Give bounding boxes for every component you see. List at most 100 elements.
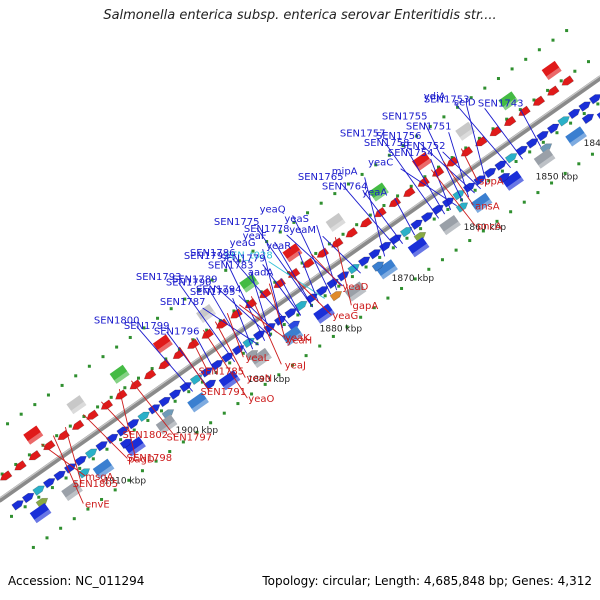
forward-gene-arrow[interactable] (378, 239, 393, 253)
forward-gene-arrow[interactable] (84, 446, 99, 459)
gene-block[interactable] (23, 425, 44, 445)
forward-gene-arrow[interactable] (497, 171, 512, 184)
forward-gene-arrow[interactable] (284, 306, 299, 319)
forward-gene-arrow[interactable] (588, 92, 600, 105)
reverse-gene-arrow[interactable] (546, 85, 560, 98)
gene-block[interactable] (155, 414, 178, 435)
gene-block[interactable] (66, 395, 87, 415)
reverse-gene-label[interactable]: SEN1785 (199, 367, 245, 378)
forward-gene-arrow[interactable] (32, 483, 47, 496)
reverse-gene-label[interactable]: yeaK (285, 333, 310, 344)
forward-gene-label[interactable]: mipA (332, 166, 358, 177)
forward-gene-arrow[interactable] (53, 468, 68, 482)
forward-gene-label[interactable]: yeaC (368, 158, 393, 169)
reverse-gene-arrow[interactable] (387, 196, 402, 209)
reverse-gene-label[interactable]: yeaN (246, 374, 272, 385)
gene-block[interactable] (92, 458, 115, 479)
reverse-gene-label[interactable]: msgA (85, 472, 113, 483)
forward-gene-arrow[interactable] (410, 217, 425, 231)
forward-gene-arrow[interactable] (368, 247, 383, 260)
forward-gene-label[interactable]: SEN1751 (406, 121, 452, 132)
reverse-gene-label[interactable]: pncA (477, 222, 502, 233)
forward-gene-label[interactable]: yeaG (230, 238, 256, 249)
forward-gene-arrow[interactable] (578, 99, 593, 112)
reverse-gene-label[interactable]: yeaH (286, 336, 312, 347)
reverse-gene-arrow[interactable] (128, 379, 143, 391)
reverse-gene-arrow[interactable] (272, 277, 287, 290)
reverse-gene-arrow[interactable] (171, 348, 186, 361)
gene-block[interactable] (281, 325, 304, 346)
reverse-gene-arrow[interactable] (373, 206, 387, 219)
forward-gene-label[interactable]: SEN1786 (190, 248, 236, 259)
gene-block[interactable] (368, 182, 389, 202)
forward-gene-label[interactable]: SEN1758 (364, 138, 410, 149)
forward-gene-arrow[interactable] (245, 348, 260, 361)
forward-gene-label[interactable]: SEN1789 (172, 275, 218, 286)
reverse-gene-arrow[interactable] (27, 449, 42, 462)
reverse-gene-arrow[interactable] (99, 399, 114, 412)
forward-gene-label[interactable]: SEN1793 (136, 272, 182, 283)
reverse-gene-label[interactable]: pagD (128, 454, 155, 465)
forward-gene-label[interactable]: SEN1755 (382, 111, 428, 122)
reverse-gene-arrow[interactable] (85, 409, 99, 422)
gene-block[interactable] (29, 502, 52, 524)
forward-gene-label[interactable]: yeaA (362, 187, 387, 198)
forward-gene-label[interactable]: SEN1795 (190, 287, 236, 298)
forward-gene-label[interactable]: SEN1800 (94, 315, 140, 326)
reverse-gene-arrow[interactable] (142, 368, 157, 381)
forward-gene-label[interactable]: selD (454, 97, 476, 108)
forward-gene-label[interactable]: SEN1778 (244, 224, 290, 235)
forward-gene-label[interactable]: SEN1790 (166, 277, 212, 288)
forward-gene-arrow[interactable] (137, 409, 152, 423)
gene-block[interactable] (61, 480, 83, 501)
reverse-gene-label[interactable]: gapA (353, 301, 379, 312)
forward-gene-arrow[interactable] (357, 254, 372, 267)
reverse-gene-label[interactable]: yeaJ (285, 360, 306, 371)
reverse-gene-arrow[interactable] (402, 186, 416, 199)
gene-block[interactable] (533, 148, 556, 169)
reverse-gene-arrow[interactable] (13, 460, 27, 473)
forward-gene-arrow[interactable] (546, 121, 561, 135)
forward-gene-arrow[interactable] (515, 143, 530, 157)
forward-gene-label[interactable]: SEN1794 (196, 284, 242, 295)
reverse-gene-arrow[interactable] (560, 75, 575, 88)
reverse-gene-label[interactable]: yeaG (332, 311, 358, 322)
forward-gene-label[interactable]: SEN1753 (424, 95, 470, 106)
gene-block[interactable] (565, 126, 587, 147)
forward-gene-arrow[interactable] (147, 402, 162, 415)
forward-gene-arrow[interactable] (210, 358, 225, 371)
reverse-gene-label[interactable]: SEN1802 (123, 430, 169, 441)
forward-gene-arrow[interactable] (119, 436, 134, 450)
gene-block[interactable] (124, 436, 146, 457)
forward-gene-arrow[interactable] (21, 491, 36, 504)
forward-gene-arrow[interactable] (158, 395, 173, 408)
reverse-gene-label[interactable]: yeaD (342, 282, 368, 293)
reverse-gene-label[interactable]: envE (85, 500, 110, 511)
reverse-gene-arrow[interactable] (70, 419, 85, 432)
gene-block[interactable] (250, 347, 272, 369)
forward-gene-label[interactable]: SEN1752 (400, 141, 446, 152)
forward-gene-label[interactable]: yeaF (243, 231, 267, 242)
forward-gene-arrow[interactable] (95, 439, 110, 452)
gene-block[interactable] (502, 170, 524, 191)
forward-gene-arrow[interactable] (231, 343, 246, 356)
gene-block[interactable] (325, 212, 346, 232)
forward-gene-arrow[interactable] (371, 259, 386, 272)
reverse-gene-arrow[interactable] (502, 115, 517, 128)
genome-map[interactable]: 1840 kbp 1850 kbp 1860 kbp 1870 kbp 1880 kbp… (0, 0, 600, 566)
reverse-gene-arrow[interactable] (517, 105, 531, 118)
forward-gene-arrow[interactable] (336, 269, 351, 282)
forward-gene-arrow[interactable] (126, 417, 141, 430)
gene-block[interactable] (376, 259, 398, 280)
forward-gene-label[interactable]: ydjA (424, 92, 446, 103)
forward-gene-arrow[interactable] (473, 173, 488, 186)
forward-gene-label[interactable]: yeaS (284, 214, 309, 225)
forward-gene-arrow[interactable] (483, 166, 498, 179)
forward-gene-label[interactable]: SEN1765 (298, 172, 344, 183)
reverse-gene-label[interactable]: SEN1805 (73, 479, 119, 490)
forward-gene-label[interactable]: yeaR (266, 241, 291, 252)
forward-gene-label[interactable]: yeaQ (260, 204, 286, 215)
gene-block[interactable] (109, 364, 130, 384)
forward-gene-label[interactable]: SEN1783 (208, 261, 254, 272)
reverse-gene-label[interactable]: SEN1797 (167, 433, 213, 444)
